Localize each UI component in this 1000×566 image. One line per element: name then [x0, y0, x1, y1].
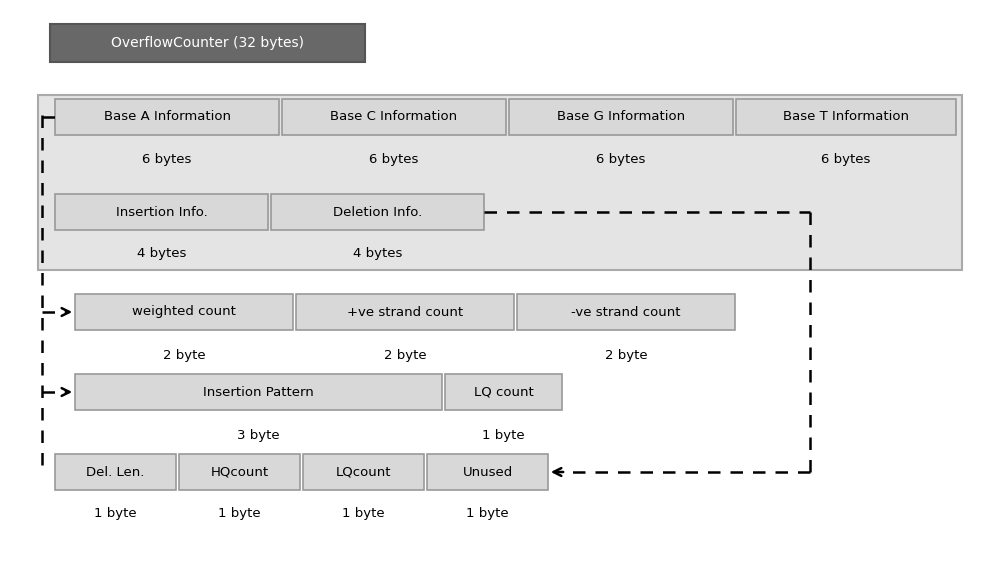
Text: Del. Len.: Del. Len.	[86, 465, 145, 478]
Bar	[55, 194, 268, 230]
Bar	[736, 99, 956, 135]
Bar	[445, 374, 562, 410]
Text: Unused: Unused	[462, 465, 513, 478]
Bar	[296, 294, 514, 330]
Text: LQ count: LQ count	[474, 385, 533, 398]
Bar	[55, 99, 279, 135]
Bar	[179, 454, 300, 490]
Bar	[509, 99, 733, 135]
Bar	[303, 454, 424, 490]
Text: -ve strand count: -ve strand count	[571, 306, 681, 319]
Text: 4 bytes: 4 bytes	[137, 247, 186, 260]
Text: 1 byte: 1 byte	[218, 508, 261, 521]
Bar	[50, 24, 365, 62]
Text: Base T Information: Base T Information	[783, 110, 909, 123]
Text: +ve strand count: +ve strand count	[347, 306, 463, 319]
Text: Base G Information: Base G Information	[557, 110, 685, 123]
Text: 6 bytes: 6 bytes	[596, 152, 646, 165]
Text: weighted count: weighted count	[132, 306, 236, 319]
Text: 6 bytes: 6 bytes	[369, 152, 419, 165]
Text: 4 bytes: 4 bytes	[353, 247, 402, 260]
Bar	[75, 294, 293, 330]
Bar	[427, 454, 548, 490]
Text: Base A Information: Base A Information	[104, 110, 230, 123]
Text: 1 byte: 1 byte	[482, 428, 525, 441]
Text: Insertion Info.: Insertion Info.	[116, 205, 207, 218]
Text: HQcount: HQcount	[210, 465, 269, 478]
Bar	[271, 194, 484, 230]
Bar	[75, 374, 442, 410]
Text: 1 byte: 1 byte	[466, 508, 509, 521]
Text: 6 bytes: 6 bytes	[821, 152, 871, 165]
Text: OverflowCounter (32 bytes): OverflowCounter (32 bytes)	[111, 36, 304, 50]
Text: Base C Information: Base C Information	[330, 110, 458, 123]
Bar	[282, 99, 506, 135]
Text: Insertion Pattern: Insertion Pattern	[203, 385, 314, 398]
Text: 3 byte: 3 byte	[237, 428, 280, 441]
Text: 1 byte: 1 byte	[94, 508, 137, 521]
Text: 2 byte: 2 byte	[605, 349, 647, 362]
Text: 6 bytes: 6 bytes	[142, 152, 192, 165]
Text: 1 byte: 1 byte	[342, 508, 385, 521]
Bar	[517, 294, 735, 330]
Bar	[55, 454, 176, 490]
Text: 2 byte: 2 byte	[163, 349, 205, 362]
Text: 2 byte: 2 byte	[384, 349, 426, 362]
Text: Deletion Info.: Deletion Info.	[333, 205, 422, 218]
Bar	[38, 95, 962, 270]
Text: LQcount: LQcount	[336, 465, 391, 478]
